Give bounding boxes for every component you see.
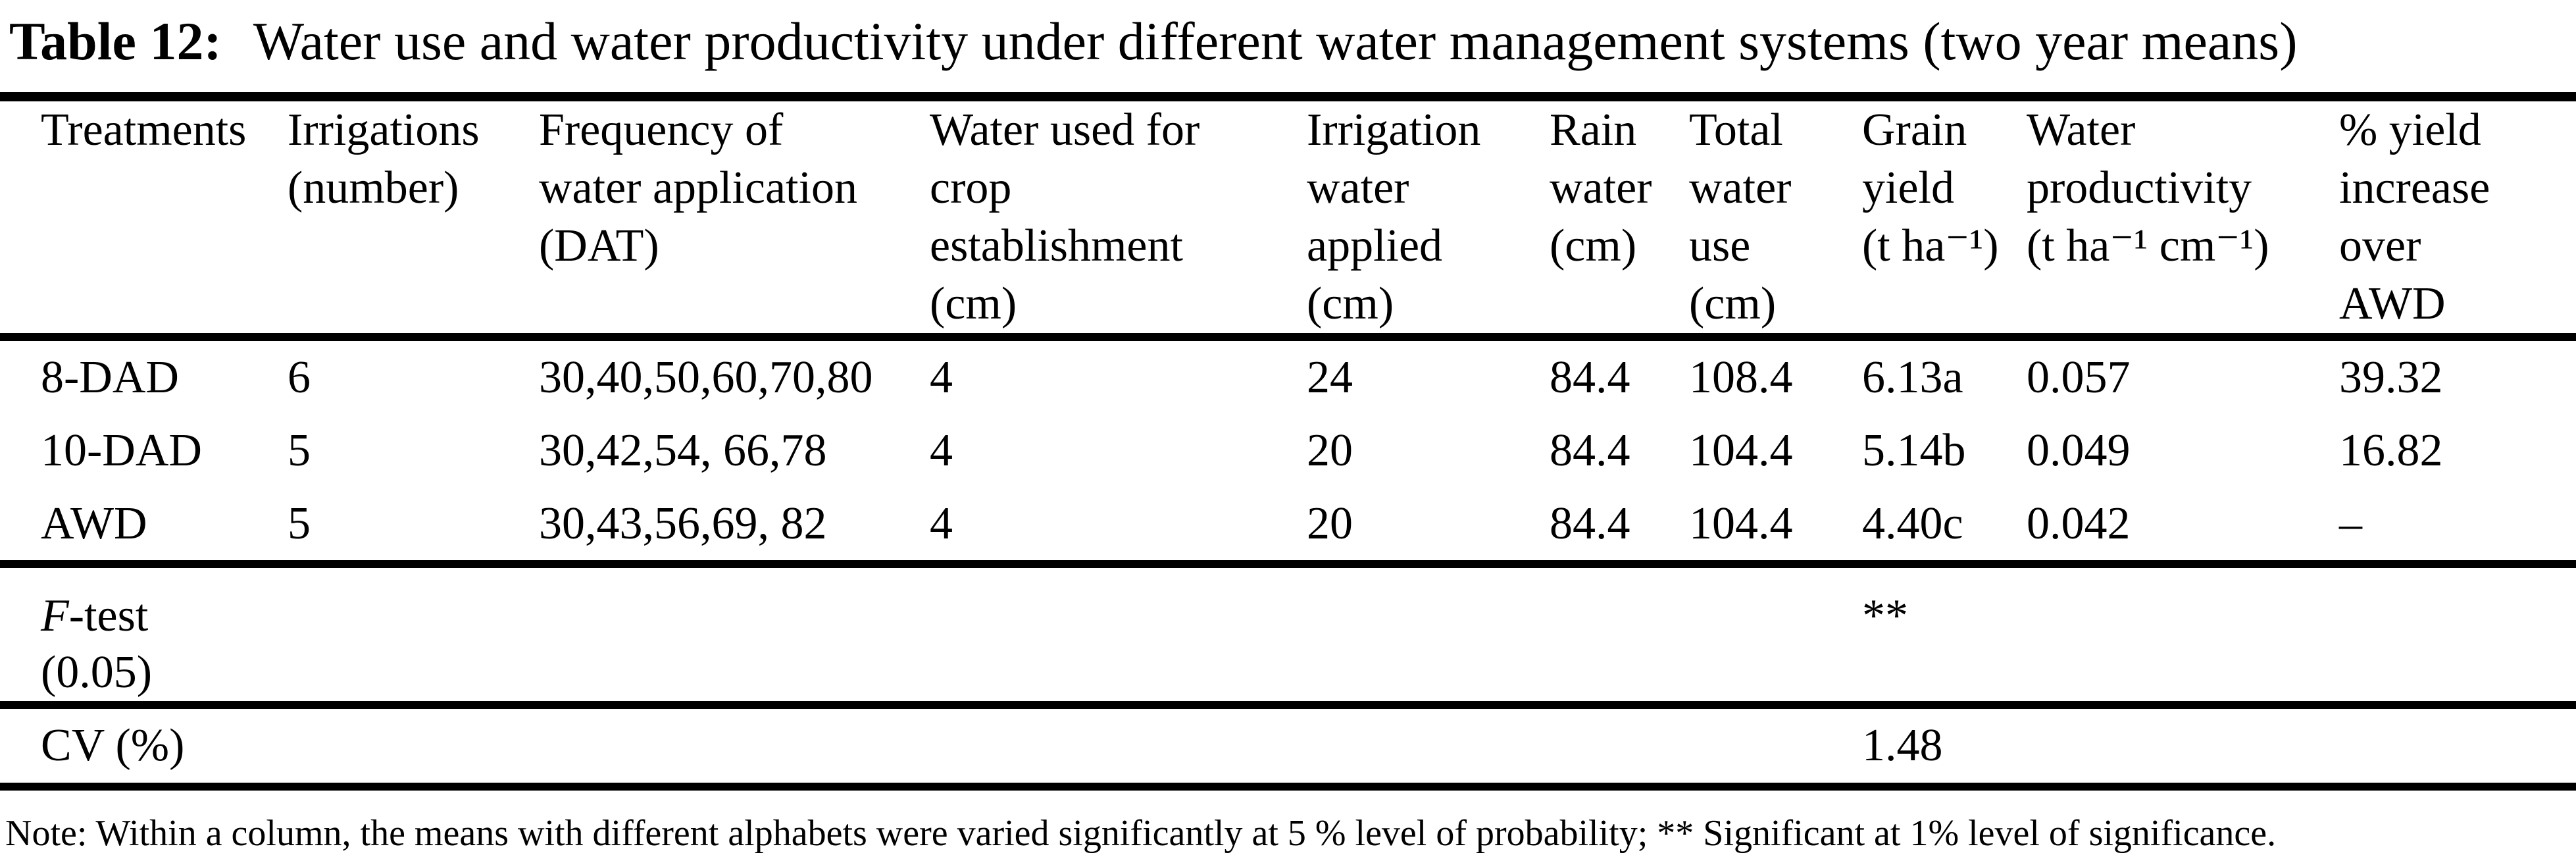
cell-water-productivity: 0.057 xyxy=(2027,352,2131,403)
cell-grain-yield: 4.40c xyxy=(1862,487,2027,568)
cell-rain-water: 84.4 xyxy=(1550,487,1689,568)
column-header-yield-increase: % yield increase over AWD xyxy=(2339,97,2576,341)
cell-ftest-label: F-test (0.05) xyxy=(0,564,288,709)
table-caption-text: Water use and water productivity under d… xyxy=(253,11,2298,71)
ftest-rest: -test xyxy=(68,590,149,641)
cell-rain-water: 84.4 xyxy=(1550,425,1630,476)
cell-grain-yield: 5.14b xyxy=(1862,425,1966,476)
cell-irrigation-applied: 24 xyxy=(1307,352,1353,403)
cell-frequency: 30,43,56,69, 82 xyxy=(539,487,930,568)
cell-water-establishment: 4 xyxy=(930,487,1307,568)
column-header-water-establishment: Water used for crop establishment (cm) xyxy=(930,97,1307,341)
cell-total-water: 108.4 xyxy=(1689,352,1793,403)
cell-treatment: 8-DAD xyxy=(41,352,179,403)
cell-frequency: 30,42,54, 66,78 xyxy=(539,425,827,476)
cell-treatment: 10-DAD xyxy=(41,425,202,476)
column-header-frequency: Frequency of water application (DAT) xyxy=(539,97,930,341)
cell-cv-label: CV (%) xyxy=(0,705,288,791)
table-row-cv: CV (%) 1.48 xyxy=(0,705,2576,791)
water-use-table: Treatments Irrigations (number) Frequenc… xyxy=(0,92,2576,791)
table-caption-number: Table 12: xyxy=(9,11,222,71)
ftest-label-line1: F-test xyxy=(41,588,281,644)
cell-total-water: 104.4 xyxy=(1689,425,1793,476)
table-caption: Table 12: Water use and water productivit… xyxy=(0,0,2576,78)
cell-rain-water: 84.4 xyxy=(1550,352,1630,403)
cell-yield-increase: 39.32 xyxy=(2339,352,2443,403)
cell-water-productivity: 0.042 xyxy=(2027,487,2339,568)
cell-water-establishment: 4 xyxy=(930,352,953,403)
table-row-8dad: 8-DAD 6 30,40,50,60,70,80 4 24 84.4 108.… xyxy=(0,337,2576,414)
column-header-treatments: Treatments xyxy=(0,97,288,341)
cell-irrigations: 5 xyxy=(288,425,311,476)
cell-irrigations: 6 xyxy=(288,352,311,403)
table-row-10dad: 10-DAD 5 30,42,54, 66,78 4 20 84.4 104.4… xyxy=(0,414,2576,487)
cell-treatment: AWD xyxy=(0,487,288,568)
cell-water-productivity: 0.049 xyxy=(2027,425,2131,476)
cell-water-establishment: 4 xyxy=(930,425,953,476)
table-note: Note: Within a column, the means with di… xyxy=(5,813,2277,854)
cell-yield-increase: – xyxy=(2339,487,2576,568)
column-header-irrigation-applied: Irrigation water applied (cm) xyxy=(1307,97,1550,341)
column-header-water-productivity: Water productivity (t ha⁻¹ cm⁻¹) xyxy=(2027,97,2339,341)
column-header-rain-water: Rain water (cm) xyxy=(1550,97,1689,341)
cell-total-water: 104.4 xyxy=(1689,487,1862,568)
cell-irrigations: 5 xyxy=(288,487,539,568)
table-row-awd: AWD 5 30,43,56,69, 82 4 20 84.4 104.4 4.… xyxy=(0,487,2576,568)
header-row: Treatments Irrigations (number) Frequenc… xyxy=(0,97,2576,341)
ftest-label-line2: (0.05) xyxy=(41,647,153,698)
cell-frequency: 30,40,50,60,70,80 xyxy=(539,352,873,403)
cell-cv-grain-yield: 1.48 xyxy=(1862,705,2027,791)
cell-yield-increase: 16.82 xyxy=(2339,425,2443,476)
ftest-f: F xyxy=(41,590,69,641)
cell-irrigation-applied: 20 xyxy=(1307,425,1353,476)
table-row-ftest: F-test (0.05) ** xyxy=(0,564,2576,709)
column-header-grain-yield: Grain yield (t ha⁻¹) xyxy=(1862,97,2027,341)
cell-ftest-grain-yield: ** xyxy=(1862,564,2027,709)
cell-grain-yield: 6.13a xyxy=(1862,352,1963,403)
column-header-irrigations: Irrigations (number) xyxy=(288,97,539,341)
column-header-total-water: Total water use (cm) xyxy=(1689,97,1862,341)
cell-irrigation-applied: 20 xyxy=(1307,487,1550,568)
